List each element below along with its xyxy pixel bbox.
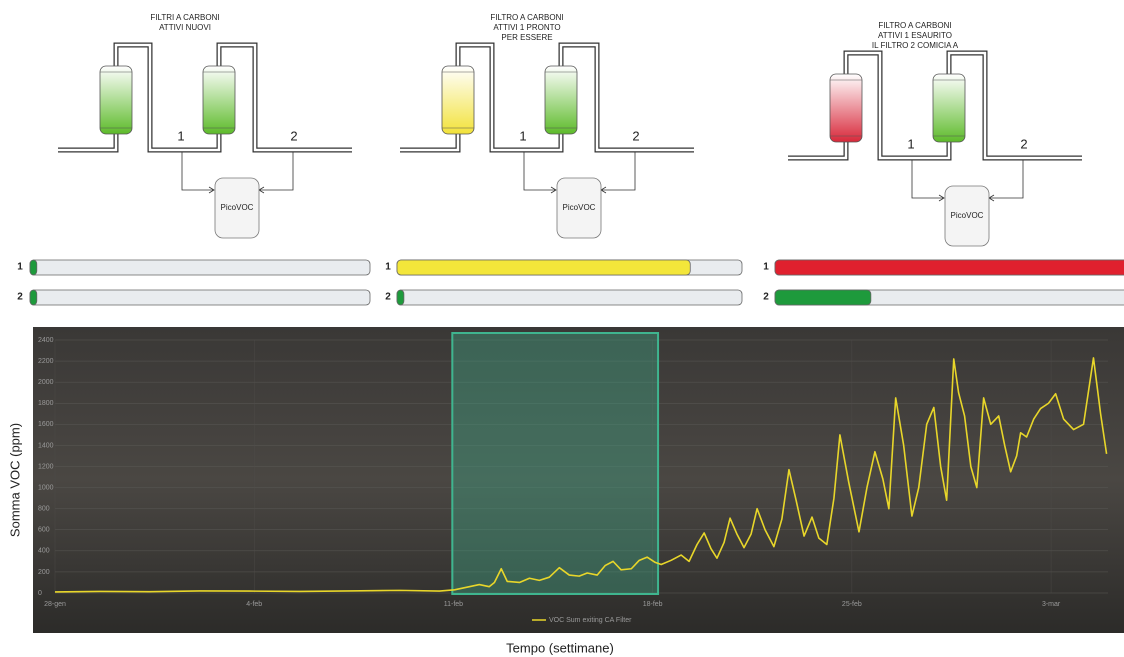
y-tick-label: 2000	[38, 379, 54, 386]
y-tick-label: 2200	[38, 358, 54, 365]
bar-fill	[29, 289, 38, 306]
filter-tank	[932, 73, 966, 143]
pipe	[844, 51, 951, 160]
y-tick-label: 400	[38, 548, 50, 555]
port-label: 1	[907, 136, 914, 151]
bar-track	[396, 289, 743, 306]
filter-tank	[544, 65, 578, 135]
bar-fill	[396, 289, 405, 306]
bar-label: 2	[17, 292, 23, 303]
filter-tank	[99, 65, 133, 135]
arrow	[988, 160, 1024, 202]
diagram-title: ATTIVI 1 ESAURITO	[878, 31, 952, 40]
pipe	[946, 50, 1082, 161]
pipe	[216, 42, 352, 153]
y-tick-label: 1800	[38, 400, 54, 407]
bar-label: 1	[763, 262, 769, 273]
port-label: 2	[290, 128, 297, 143]
x-tick-label: 4-feb	[246, 601, 262, 608]
y-tick-label: 1600	[38, 421, 54, 428]
y-tick-label: 1400	[38, 442, 54, 449]
chart-background	[33, 327, 1124, 633]
port-label: 2	[632, 128, 639, 143]
y-axis-title: Somma VOC (ppm)	[7, 423, 22, 537]
analyzer-label: PicoVOC	[563, 203, 596, 212]
diagram-title: PER ESSERE	[501, 33, 552, 42]
pipe	[58, 130, 118, 152]
pipe	[558, 42, 694, 153]
line	[54, 357, 1108, 593]
analyzer-label: PicoVOC	[221, 203, 254, 212]
analyzer-box	[944, 185, 990, 247]
diagram-title: FILTRO A CARBONI	[490, 13, 563, 22]
y-tick-label: 2400	[38, 337, 54, 344]
bar-label: 2	[763, 292, 769, 303]
bar-fill	[774, 289, 872, 306]
pipe	[788, 138, 848, 160]
y-tick-label: 800	[38, 506, 50, 513]
filter-tank	[202, 65, 236, 135]
x-tick-label: 18-feb	[643, 601, 663, 608]
analyzer-box	[214, 177, 260, 239]
x-tick-label: 28-gen	[44, 601, 66, 608]
bar-fill	[774, 259, 1124, 276]
x-tick-label: 3-mar	[1042, 601, 1061, 608]
arrow	[181, 152, 215, 194]
pipe	[400, 130, 460, 152]
port-label: 1	[519, 128, 526, 143]
bar-track	[29, 259, 371, 276]
highlight-span	[451, 332, 660, 595]
y-tick-label: 1200	[38, 463, 54, 470]
legend-label: VOC Sum exiting CA Filter	[549, 617, 632, 624]
diagram-title: ATTIVI 1 PRONTO	[493, 23, 560, 32]
x-tick-label: 11-feb	[444, 601, 463, 608]
bar-label: 1	[385, 262, 391, 273]
pipe	[559, 43, 694, 152]
pipe	[217, 43, 352, 152]
filter-tank	[441, 65, 475, 135]
analyzer-label: PicoVOC	[951, 211, 984, 220]
diagram-title: FILTRO A CARBONI	[878, 21, 951, 30]
bar-fill	[29, 259, 38, 276]
pipe	[456, 43, 563, 152]
y-tick-label: 0	[38, 590, 42, 597]
analyzer-box	[556, 177, 602, 239]
bar-label: 2	[385, 292, 391, 303]
arrow	[911, 160, 945, 202]
diagram-title: ATTIVI NUOVI	[159, 23, 211, 32]
pipe	[947, 51, 1082, 160]
diagram-title: IL FILTRO 2 COMICIA A	[872, 41, 959, 50]
x-axis-title: Tempo (settimane)	[506, 640, 614, 655]
arrow	[600, 152, 636, 194]
y-tick-label: 1000	[38, 484, 54, 491]
x-tick-label: 25-feb	[842, 601, 862, 608]
arrow	[258, 152, 294, 194]
port-label: 2	[1020, 136, 1027, 151]
y-tick-label: 600	[38, 527, 50, 534]
bar-fill	[396, 259, 691, 276]
port-label: 1	[177, 128, 184, 143]
filter-tank	[829, 73, 863, 143]
bar-track	[29, 289, 371, 306]
pipe	[114, 43, 221, 152]
y-tick-label: 200	[38, 569, 50, 576]
bar-label: 1	[17, 262, 23, 273]
arrow	[523, 152, 557, 194]
diagram-title: FILTRI A CARBONI	[150, 13, 219, 22]
